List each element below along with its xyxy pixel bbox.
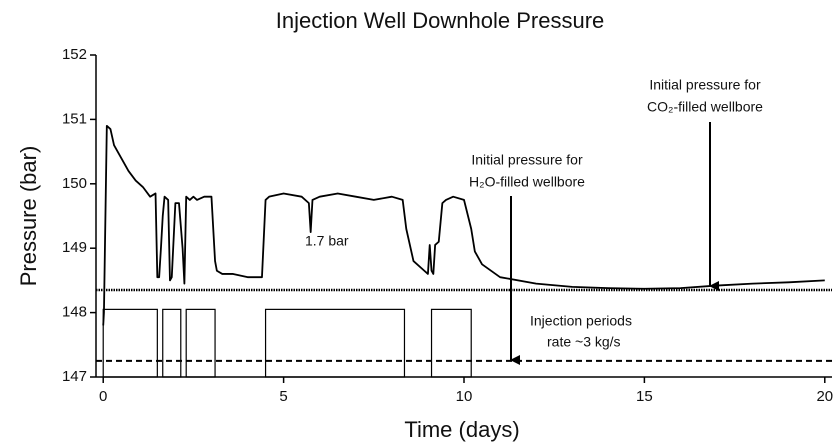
- y-tick-label: 148: [62, 304, 87, 321]
- annotation: H₂O-filled wellbore: [469, 174, 585, 190]
- annotation: Initial pressure for: [649, 77, 761, 93]
- x-tick-label: 0: [99, 388, 107, 405]
- chart-title: Injection Well Downhole Pressure: [276, 8, 605, 33]
- y-tick-label: 149: [62, 239, 87, 256]
- injection-period: [162, 308, 182, 378]
- x-tick-label: 5: [279, 388, 287, 405]
- x-tick-label: 10: [456, 388, 473, 405]
- annotation: Injection periods: [530, 313, 632, 329]
- y-tick-label: 151: [62, 110, 87, 127]
- injection-period: [264, 308, 406, 378]
- injection-period: [430, 308, 472, 378]
- pressure-line: [102, 124, 825, 326]
- y-axis-label: Pressure (bar): [16, 146, 41, 287]
- annotation: Initial pressure for: [471, 152, 583, 168]
- y-tick-label: 150: [62, 175, 87, 192]
- annotation: CO₂-filled wellbore: [647, 99, 763, 115]
- annotation: 1.7 bar: [305, 233, 349, 249]
- x-tick-label: 20: [816, 388, 833, 405]
- x-axis-label: Time (days): [404, 417, 519, 442]
- injection-period: [102, 308, 158, 378]
- y-tick-label: 152: [62, 46, 87, 63]
- injection-period: [185, 308, 216, 378]
- y-tick-label: 147: [62, 368, 87, 385]
- x-tick-label: 15: [636, 388, 653, 405]
- annotation: rate ~3 kg/s: [547, 334, 621, 350]
